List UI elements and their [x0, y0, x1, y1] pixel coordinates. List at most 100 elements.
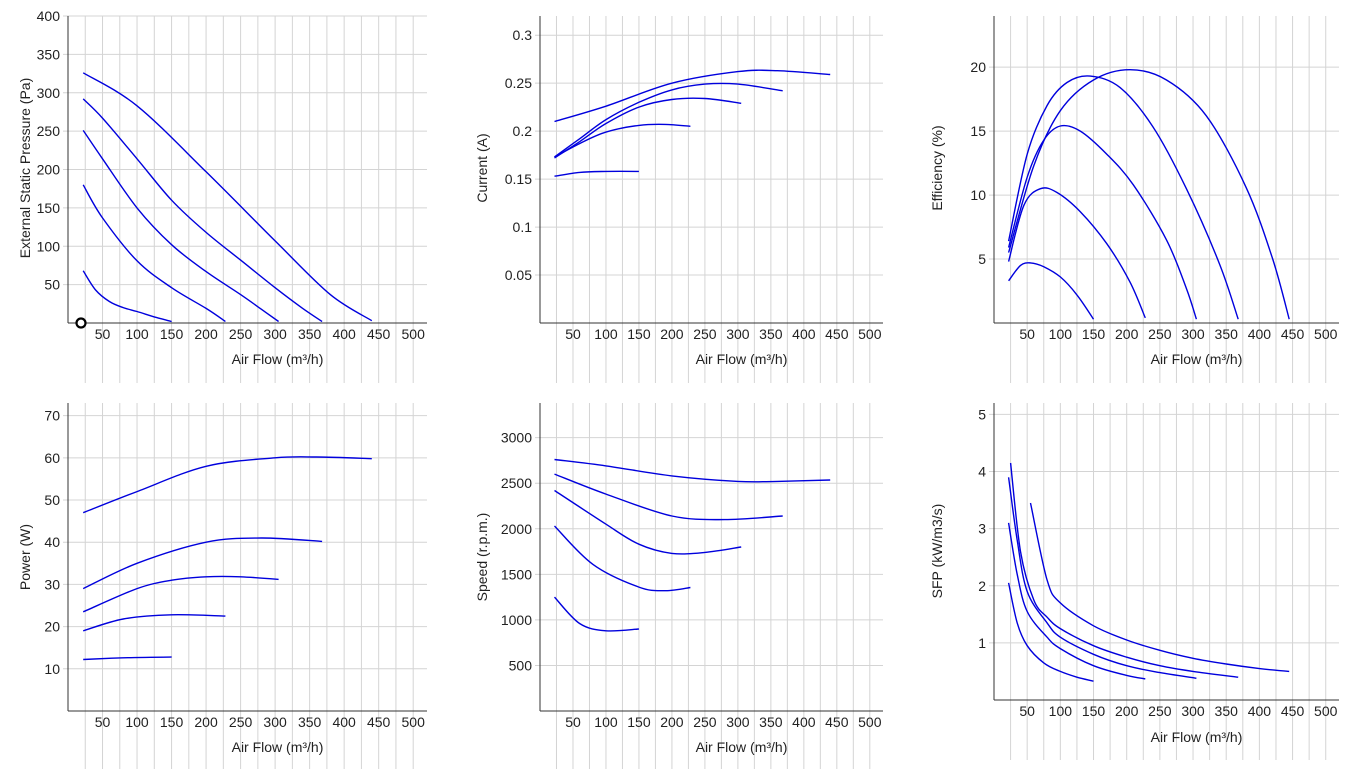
x-tick-label: 300	[263, 714, 287, 730]
y-tick-label: 5	[978, 406, 986, 422]
series-line-1	[1007, 68, 1290, 320]
x-tick-label: 450	[825, 714, 849, 730]
series-line-3	[82, 130, 280, 323]
chart-pressure: 50 100 150 200 250 300 350 400 50 100 150 200 250 300…	[17, 8, 427, 383]
series-line-4	[83, 614, 226, 632]
y-axis-title: Efficiency (%)	[929, 125, 945, 210]
y-tick-label: 40	[44, 534, 60, 550]
x-tick-label: 350	[759, 326, 783, 342]
x-axis-title: Air Flow (m³/h)	[696, 739, 788, 755]
x-tick-label: 350	[298, 326, 322, 342]
y-tick-label: 500	[509, 657, 533, 673]
x-tick-label: 50	[1019, 326, 1035, 342]
x-tick-label: 150	[627, 326, 651, 342]
x-tick-label: 500	[402, 326, 426, 342]
x-tick-label: 400	[332, 714, 356, 730]
x-tick-label: 400	[1248, 326, 1272, 342]
y-tick-label: 0.25	[505, 75, 532, 91]
x-tick-label: 150	[627, 714, 651, 730]
y-axis-title: Power (W)	[17, 524, 33, 590]
x-tick-label: 250	[1148, 703, 1172, 719]
x-tick-label: 500	[402, 714, 426, 730]
x-tick-label: 500	[1314, 326, 1338, 342]
series-line-2	[1007, 75, 1239, 320]
x-tick-label: 500	[858, 326, 882, 342]
y-tick-label: 2500	[501, 475, 532, 491]
y-tick-label: 50	[44, 492, 60, 508]
series-line-4	[1007, 187, 1146, 319]
y-tick-label: 50	[44, 277, 60, 293]
operating-point-marker[interactable]	[75, 317, 87, 329]
x-tick-label: 150	[160, 326, 184, 342]
y-tick-label: 60	[44, 450, 60, 466]
x-tick-label: 200	[1115, 703, 1139, 719]
y-axis-title: Speed (r.p.m.)	[474, 513, 490, 602]
x-tick-label: 300	[1181, 326, 1205, 342]
y-tick-label: 0.1	[513, 219, 533, 235]
series-line-2	[1009, 462, 1239, 678]
x-tick-label: 200	[660, 714, 684, 730]
y-tick-label: 0.15	[505, 171, 532, 187]
y-tick-label: 200	[37, 162, 61, 178]
x-tick-label: 450	[825, 326, 849, 342]
y-axis-title: Current (A)	[474, 133, 490, 202]
x-tick-label: 150	[1082, 326, 1106, 342]
y-tick-label: 20	[970, 59, 986, 75]
chart-sfp: 1 2 3 4 5 50 100 150 200 250 300 350 400 450 500 Air Fl…	[929, 403, 1339, 760]
x-tick-label: 50	[95, 714, 111, 730]
x-tick-label: 100	[594, 326, 618, 342]
x-tick-label: 100	[1049, 326, 1073, 342]
x-tick-label: 450	[1281, 326, 1305, 342]
x-tick-label: 200	[194, 714, 218, 730]
series-line-1	[554, 69, 831, 123]
x-tick-label: 400	[792, 326, 816, 342]
series-line-3	[82, 575, 279, 613]
series-line-4	[554, 123, 691, 158]
y-tick-label: 70	[44, 408, 60, 424]
y-tick-label: 150	[37, 200, 61, 216]
y-tick-label: 30	[44, 576, 60, 592]
series-line-5	[1007, 582, 1094, 682]
y-tick-label: 5	[978, 251, 986, 267]
x-tick-label: 200	[660, 326, 684, 342]
x-tick-label: 100	[125, 326, 149, 342]
series-line-4	[1007, 522, 1146, 680]
series-line-5	[83, 656, 172, 661]
y-tick-label: 250	[37, 123, 61, 139]
series-line-4	[82, 184, 226, 323]
x-tick-label: 450	[1281, 703, 1305, 719]
y-tick-label: 0.3	[513, 27, 533, 43]
y-tick-label: 1500	[501, 566, 532, 582]
x-tick-label: 200	[1115, 326, 1139, 342]
series-line-5	[82, 270, 172, 323]
x-tick-label: 300	[726, 714, 750, 730]
x-axis-title: Air Flow (m³/h)	[232, 739, 324, 755]
x-tick-label: 350	[298, 714, 322, 730]
x-tick-label: 500	[858, 714, 882, 730]
x-tick-label: 350	[759, 714, 783, 730]
series-line-1	[554, 458, 831, 483]
series-line-1	[1029, 502, 1290, 673]
y-tick-label: 4	[978, 464, 986, 480]
chart-power: 10 20 30 40 50 60 70 50 100 150 200 250 300 350 400 450…	[17, 403, 427, 769]
y-tick-label: 400	[37, 8, 61, 24]
y-tick-label: 3000	[501, 430, 532, 446]
x-tick-label: 300	[726, 326, 750, 342]
x-tick-label: 400	[1248, 703, 1272, 719]
y-tick-label: 20	[44, 619, 60, 635]
chart-efficiency: 5 10 15 20 50 100 150 200 250 300 350 400 450 500 Air …	[929, 16, 1339, 383]
series-line-1	[82, 456, 372, 514]
series-line-5	[1008, 262, 1095, 320]
grid	[63, 15, 427, 383]
x-tick-label: 50	[1019, 703, 1035, 719]
x-tick-label: 300	[1181, 703, 1205, 719]
y-tick-label: 2	[978, 578, 986, 594]
y-tick-label: 350	[37, 46, 61, 62]
y-tick-label: 0.05	[505, 267, 532, 283]
series-line-3	[554, 97, 742, 159]
series-line-5	[553, 596, 639, 632]
chart-current: 0.05 0.1 0.15 0.2 0.25 0.3 50 100 150 200 250 300 35…	[474, 16, 883, 383]
grid	[989, 16, 1339, 383]
series-line-5	[554, 170, 639, 177]
